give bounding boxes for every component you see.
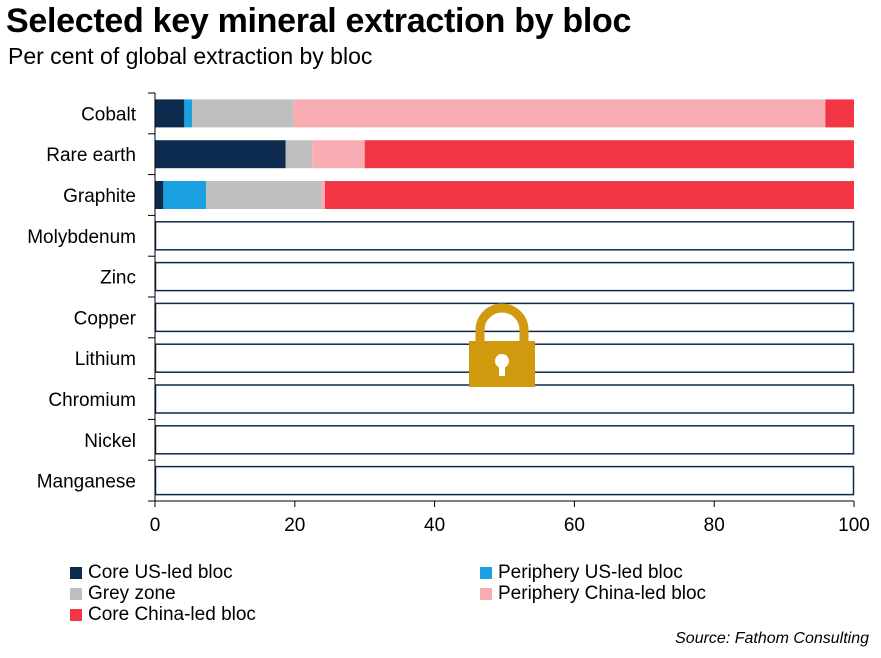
legend-item: Core US-led bloc xyxy=(70,562,233,584)
x-tick-label: 20 xyxy=(284,515,305,536)
bar-segment xyxy=(364,140,854,169)
locked-bar-outline xyxy=(154,465,855,496)
legend-label: Periphery US-led bloc xyxy=(498,562,683,583)
category-label: Nickel xyxy=(84,431,136,452)
category-label: Graphite xyxy=(63,186,136,207)
bar-segment xyxy=(155,181,164,209)
legend-item: Grey zone xyxy=(70,583,176,605)
bar-segment xyxy=(825,99,854,128)
category-label: Chromium xyxy=(48,390,136,411)
category-label: Molybdenum xyxy=(27,227,136,248)
locked-bar-outline xyxy=(154,384,855,414)
bar-segment xyxy=(312,140,365,169)
category-label: Manganese xyxy=(37,472,136,493)
legend-item: Periphery US-led bloc xyxy=(480,562,683,584)
legend-label: Periphery China-led bloc xyxy=(498,583,707,604)
chart-subtitle: Per cent of global extraction by bloc xyxy=(8,43,373,69)
category-label: Lithium xyxy=(75,349,136,370)
x-tick-label: 60 xyxy=(564,515,585,536)
bar-segment xyxy=(206,181,322,209)
padlock-icon xyxy=(469,303,535,387)
x-tick-label: 0 xyxy=(150,515,161,536)
legend-swatch xyxy=(70,567,82,579)
legend-item: Core China-led bloc xyxy=(70,604,256,626)
x-tick-label: 40 xyxy=(424,515,445,536)
legend-swatch xyxy=(70,588,82,600)
x-tick-label: 100 xyxy=(838,515,870,536)
category-label: Rare earth xyxy=(46,145,136,166)
bar-segment xyxy=(293,99,826,128)
bar-segment xyxy=(192,99,294,128)
source-note: Source: Fathom Consulting xyxy=(675,630,869,647)
chart-title: Selected key mineral extraction by bloc xyxy=(6,2,632,40)
category-label: Copper xyxy=(74,308,137,329)
locked-bar-outline xyxy=(154,425,855,455)
legend-swatch xyxy=(70,609,82,621)
locked-bar-outline xyxy=(154,221,855,251)
bar-segment xyxy=(155,140,286,169)
bar-segment xyxy=(155,99,185,128)
category-label: Zinc xyxy=(100,268,136,289)
bar-segment xyxy=(184,99,193,128)
locked-bar-outline xyxy=(154,261,855,292)
legend-swatch xyxy=(480,567,492,579)
bar-segment xyxy=(285,140,313,169)
x-tick-label: 80 xyxy=(704,515,725,536)
bar-segment xyxy=(321,181,325,209)
legend-item: Periphery China-led bloc xyxy=(480,583,706,605)
bar-segment xyxy=(324,181,854,209)
legend-label: Grey zone xyxy=(88,583,176,604)
legend-label: Core US-led bloc xyxy=(88,562,233,583)
category-label: Cobalt xyxy=(81,104,137,125)
bar-segment xyxy=(163,181,207,209)
legend-label: Core China-led bloc xyxy=(88,604,256,625)
legend-swatch xyxy=(480,588,492,600)
